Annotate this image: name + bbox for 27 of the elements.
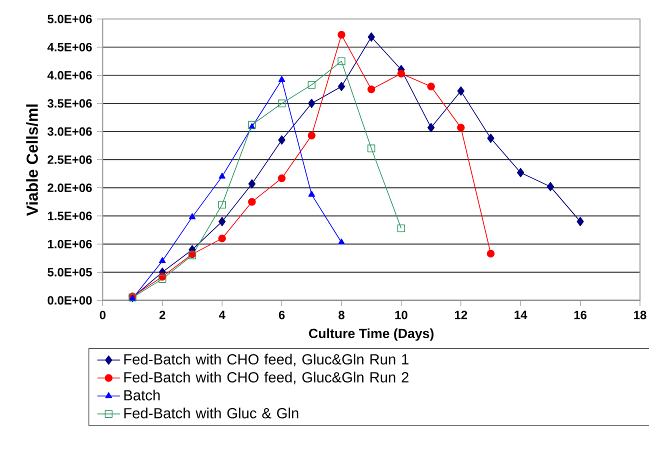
y-tick-label: 1.0E+06 (48, 240, 92, 248)
y-tick-label: 0.0E+00 (48, 296, 92, 305)
y-axis-title: Viable Cells/ml (26, 104, 38, 216)
y-tick-label: 2.0E+06 (48, 184, 92, 192)
x-tick-label: 18 (634, 310, 646, 320)
x-tick-label: 6 (278, 310, 285, 320)
y-tick-label: 5.0E+06 (48, 14, 92, 24)
x-tick-label: 12 (454, 310, 468, 320)
y-tick-label: 4.5E+06 (47, 42, 92, 52)
legend-label: Fed-Batch with CHO feed, Gluc&Gln Run 2 (124, 372, 408, 384)
legend-label: Batch (124, 390, 160, 400)
x-tick-label: 14 (514, 310, 528, 319)
x-tick-label: 0 (100, 310, 106, 320)
x-tick-label: 10 (395, 310, 408, 320)
x-tick-label: 8 (338, 310, 344, 320)
x-tick-label: 4 (218, 310, 226, 319)
x-tick-label: 16 (574, 310, 587, 320)
x-axis-title: Culture Time (Days) (309, 328, 434, 341)
y-tick-label: 2.5E+06 (48, 155, 92, 164)
y-tick-label: 1.5E+06 (48, 212, 92, 220)
y-tick-label: 5.0E+05 (48, 268, 92, 276)
y-tick-label: 3.0E+06 (48, 127, 92, 136)
y-tick-label: 4.0E+06 (47, 71, 92, 80)
y-tick-label: 3.5E+06 (48, 99, 92, 108)
legend-label: Fed-Batch with CHO feed, Gluc&Gln Run 1 (124, 354, 408, 366)
x-tick-label: 2 (159, 310, 166, 320)
legend-label: Fed-Batch with Gluc & Gln (124, 408, 298, 418)
